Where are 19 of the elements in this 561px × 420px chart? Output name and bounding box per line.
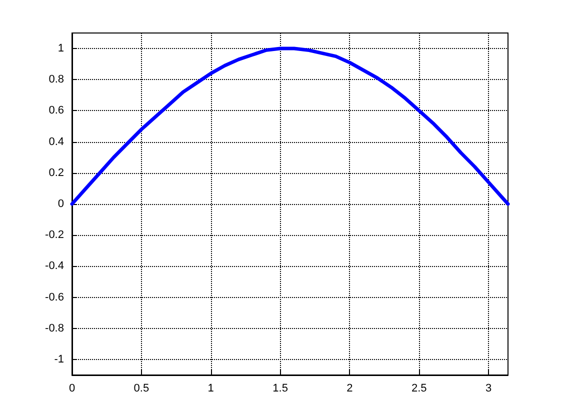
y-tick-label: -1 [54, 353, 64, 366]
x-tick-label: 1 [208, 382, 214, 394]
y-tick-label: 1 [58, 42, 64, 55]
x-tick-label: 0 [68, 382, 76, 394]
x-tick-label: 2.5 [411, 382, 427, 394]
y-tick-label: 0.4 [48, 136, 64, 148]
x-tick-label: 0.5 [134, 382, 150, 394]
x-tick-label: 2 [346, 382, 353, 394]
y-tick-label: -0.4 [45, 260, 64, 272]
y-tick-label: 0 [58, 198, 64, 210]
y-tick-label: -0.8 [45, 322, 64, 334]
y-tick-label: 0.2 [48, 166, 64, 179]
line-series [70, 46, 510, 206]
y-tick-label: 0.8 [48, 74, 64, 86]
x-tick-label: 3 [486, 382, 492, 394]
y-tick-label: -0.6 [45, 291, 64, 304]
y-tick-label: -0.2 [45, 229, 64, 242]
y-tick-label: 0.6 [48, 104, 64, 117]
x-tick-label: 1.5 [272, 382, 288, 394]
